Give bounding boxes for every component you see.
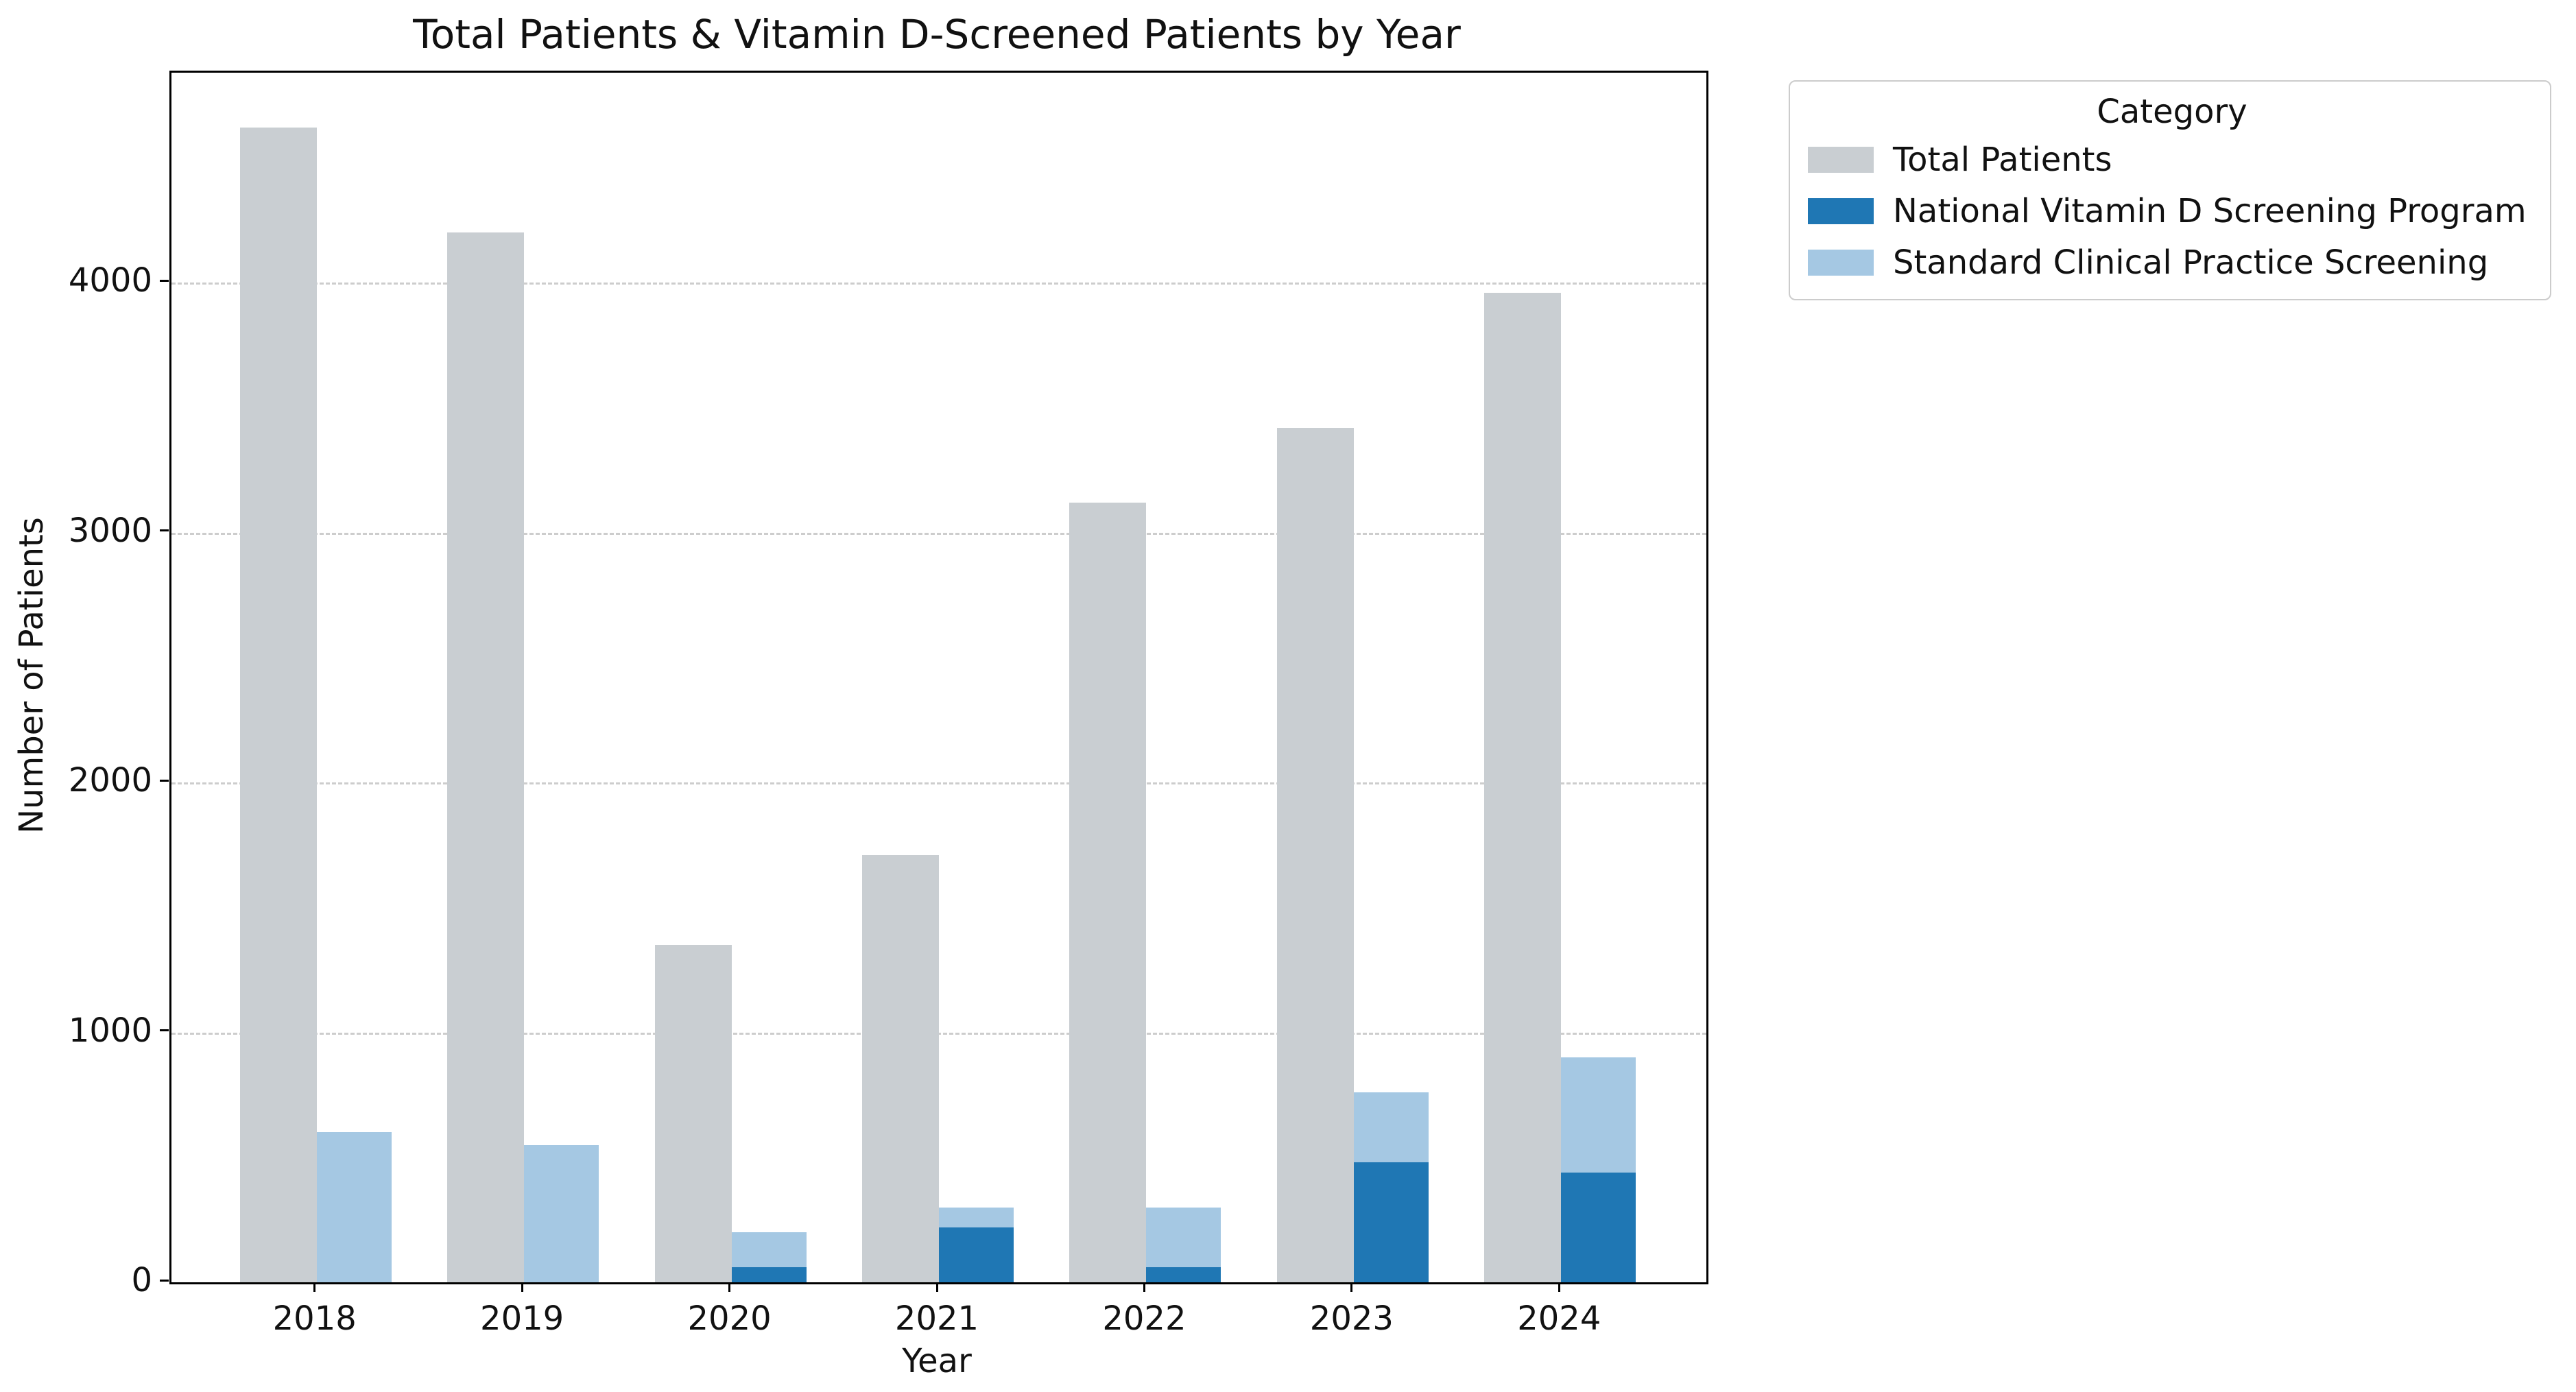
legend-title: Category xyxy=(2097,93,2247,131)
legend-label: Total Patients xyxy=(1893,140,2112,179)
x-tick-label: 2020 xyxy=(687,1299,772,1338)
x-tick-label: 2018 xyxy=(272,1299,357,1338)
chart-title: Total Patients & Vitamin D-Screened Pati… xyxy=(413,11,1461,58)
legend-label: Standard Clinical Practice Screening xyxy=(1893,243,2489,282)
bar-total-2024 xyxy=(1484,292,1562,1282)
y-tick-mark xyxy=(160,279,169,282)
legend-entry: Standard Clinical Practice Screening xyxy=(1808,237,2536,288)
y-tick-label: 4000 xyxy=(68,261,152,300)
bar-national-program-2024 xyxy=(1561,1172,1636,1282)
x-axis-label: Year xyxy=(902,1342,972,1380)
gridline-2000 xyxy=(171,782,1706,785)
bar-standard-screening-2019 xyxy=(524,1144,599,1282)
y-tick-mark xyxy=(160,1279,169,1282)
y-tick-mark xyxy=(160,529,169,532)
x-tick-mark xyxy=(1558,1282,1560,1292)
x-tick-label: 2019 xyxy=(480,1299,564,1338)
x-tick-mark xyxy=(728,1282,731,1292)
x-tick-mark xyxy=(1143,1282,1145,1292)
y-tick-label: 2000 xyxy=(68,761,152,800)
x-tick-label: 2023 xyxy=(1309,1299,1394,1338)
gridline-3000 xyxy=(171,532,1706,535)
legend-swatch-total-patients xyxy=(1808,146,1874,173)
bar-total-2023 xyxy=(1276,427,1354,1282)
x-tick-label: 2022 xyxy=(1102,1299,1186,1338)
legend-swatch-national-program xyxy=(1808,197,1874,224)
gridline-1000 xyxy=(171,1032,1706,1035)
legend-swatch-standard-screening xyxy=(1808,249,1874,276)
x-tick-mark xyxy=(1350,1282,1353,1292)
x-tick-label: 2021 xyxy=(894,1299,979,1338)
bar-national-program-2023 xyxy=(1353,1162,1429,1282)
y-tick-label: 0 xyxy=(131,1261,152,1299)
bar-national-program-2020 xyxy=(731,1267,807,1282)
legend: Category Total Patients National Vitamin… xyxy=(1789,80,2551,300)
y-tick-label: 1000 xyxy=(68,1011,152,1050)
plot-area xyxy=(169,71,1708,1284)
x-tick-label: 2024 xyxy=(1517,1299,1601,1338)
legend-entry: National Vitamin D Screening Program xyxy=(1808,185,2536,237)
bar-total-2018 xyxy=(239,128,317,1282)
gridline-4000 xyxy=(171,283,1706,285)
x-tick-mark xyxy=(935,1282,938,1292)
bar-total-2022 xyxy=(1069,502,1147,1282)
bar-total-2021 xyxy=(862,854,939,1282)
bar-national-program-2021 xyxy=(939,1227,1014,1282)
legend-entry: Total Patients xyxy=(1808,134,2536,185)
bar-total-2019 xyxy=(447,232,525,1282)
y-tick-label: 3000 xyxy=(68,511,152,550)
bar-standard-screening-2018 xyxy=(316,1132,392,1282)
bar-national-program-2022 xyxy=(1146,1267,1221,1282)
x-tick-mark xyxy=(313,1282,316,1292)
y-tick-mark xyxy=(160,779,169,782)
y-tick-mark xyxy=(160,1029,169,1032)
bar-total-2020 xyxy=(654,944,732,1282)
y-axis-label: Number of Patients xyxy=(12,517,51,834)
x-tick-mark xyxy=(521,1282,523,1292)
legend-label: National Vitamin D Screening Program xyxy=(1893,191,2527,230)
